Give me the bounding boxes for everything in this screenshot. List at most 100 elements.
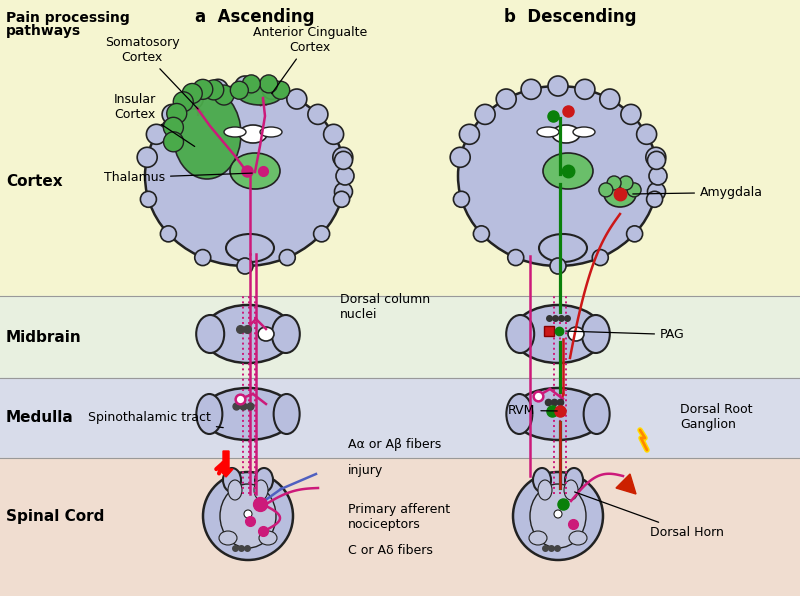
Circle shape [637, 125, 657, 144]
Text: Dorsal column
nuclei: Dorsal column nuclei [340, 293, 430, 321]
Circle shape [244, 510, 252, 518]
Ellipse shape [254, 480, 268, 500]
Circle shape [646, 147, 666, 167]
Circle shape [334, 151, 353, 169]
Ellipse shape [145, 86, 345, 266]
Text: pathways: pathways [6, 24, 81, 38]
Text: Somatosory
Cortex: Somatosory Cortex [105, 36, 198, 109]
Ellipse shape [512, 388, 604, 440]
Text: Cortex: Cortex [6, 173, 62, 188]
Circle shape [182, 83, 202, 104]
Ellipse shape [584, 394, 610, 434]
Circle shape [230, 81, 248, 100]
Circle shape [647, 151, 666, 169]
Circle shape [137, 147, 157, 167]
FancyArrow shape [219, 451, 233, 477]
Ellipse shape [604, 181, 636, 207]
Circle shape [474, 226, 490, 242]
Text: b  Descending: b Descending [504, 8, 636, 26]
Circle shape [475, 104, 495, 125]
Text: Pain processing: Pain processing [6, 11, 130, 25]
Circle shape [521, 79, 541, 100]
Circle shape [508, 250, 524, 266]
Circle shape [141, 191, 157, 207]
Circle shape [242, 75, 260, 93]
Circle shape [183, 89, 203, 109]
Ellipse shape [564, 480, 578, 500]
Circle shape [575, 79, 595, 100]
Circle shape [334, 182, 353, 201]
Circle shape [626, 226, 642, 242]
Circle shape [548, 76, 568, 96]
Ellipse shape [219, 531, 237, 545]
Ellipse shape [573, 127, 595, 137]
Ellipse shape [568, 327, 584, 341]
Ellipse shape [260, 127, 282, 137]
Ellipse shape [506, 394, 532, 434]
Ellipse shape [582, 315, 610, 353]
Circle shape [333, 147, 353, 167]
Text: Dorsal Horn: Dorsal Horn [574, 492, 724, 539]
Ellipse shape [196, 315, 224, 353]
Circle shape [334, 191, 350, 207]
Circle shape [237, 258, 253, 274]
Ellipse shape [569, 531, 587, 545]
Ellipse shape [230, 153, 280, 189]
Circle shape [308, 104, 328, 125]
Ellipse shape [258, 327, 274, 341]
Bar [0, 458, 800, 596]
Circle shape [649, 167, 667, 185]
Ellipse shape [203, 472, 293, 560]
Circle shape [607, 176, 621, 190]
Circle shape [627, 183, 641, 197]
Circle shape [160, 226, 176, 242]
Ellipse shape [533, 468, 551, 492]
Ellipse shape [202, 388, 294, 440]
Text: Primary afferent
nociceptors: Primary afferent nociceptors [348, 503, 450, 531]
Ellipse shape [565, 468, 583, 492]
Ellipse shape [539, 234, 587, 262]
Ellipse shape [513, 305, 603, 363]
Text: Anterior Cingualte
Cortex: Anterior Cingualte Cortex [253, 26, 367, 94]
Circle shape [647, 182, 666, 201]
Bar [0, 0, 800, 296]
Circle shape [592, 250, 608, 266]
Ellipse shape [538, 480, 552, 500]
Bar [0, 296, 800, 378]
Ellipse shape [552, 125, 580, 143]
Ellipse shape [239, 125, 267, 143]
Circle shape [174, 92, 194, 112]
Circle shape [208, 79, 228, 100]
Ellipse shape [196, 394, 222, 434]
Ellipse shape [203, 305, 293, 363]
Bar [0, 378, 800, 458]
Text: a  Ascending: a Ascending [195, 8, 314, 26]
Text: Aα or Aβ fibers: Aα or Aβ fibers [348, 438, 442, 451]
Ellipse shape [506, 315, 534, 353]
Circle shape [260, 75, 278, 93]
Circle shape [314, 226, 330, 242]
Ellipse shape [224, 127, 246, 137]
Circle shape [646, 191, 662, 207]
Circle shape [496, 89, 516, 109]
Circle shape [619, 176, 633, 190]
Text: Spinothalamic tract: Spinothalamic tract [88, 411, 223, 427]
Ellipse shape [272, 315, 300, 353]
Circle shape [550, 258, 566, 274]
Ellipse shape [513, 472, 603, 560]
Ellipse shape [238, 83, 282, 105]
Ellipse shape [543, 153, 593, 189]
Circle shape [162, 104, 182, 125]
Circle shape [166, 104, 186, 123]
Circle shape [287, 89, 307, 109]
Text: RVM: RVM [508, 404, 558, 417]
Ellipse shape [255, 468, 273, 492]
Circle shape [146, 125, 166, 144]
Circle shape [194, 250, 210, 266]
Ellipse shape [226, 234, 274, 262]
Circle shape [214, 85, 234, 105]
Text: Spinal Cord: Spinal Cord [6, 508, 104, 523]
Text: Thalamus: Thalamus [104, 171, 252, 184]
Circle shape [554, 510, 562, 518]
Ellipse shape [537, 127, 559, 137]
